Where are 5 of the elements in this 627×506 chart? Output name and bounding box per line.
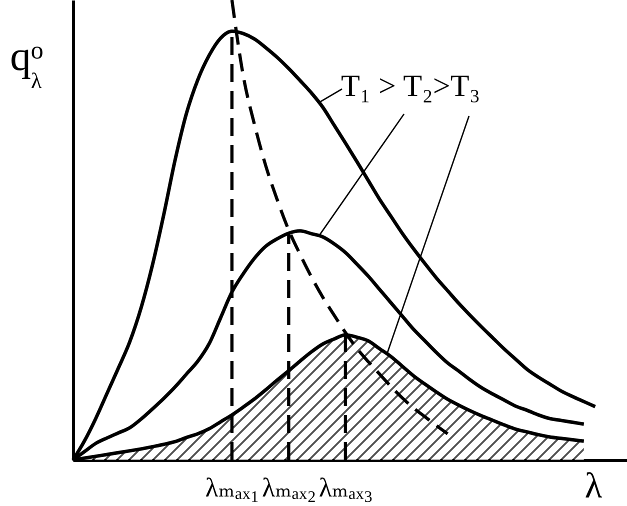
x-tick-label: λₘₐₓ₁	[205, 472, 260, 502]
x-tick-label: λₘₐₓ₃	[318, 472, 374, 502]
annotation: T₁ > T₂>T₃	[341, 68, 480, 103]
x-tick-label: λₘₐₓ₂	[262, 472, 316, 502]
x-axis-title: λ	[584, 466, 603, 506]
